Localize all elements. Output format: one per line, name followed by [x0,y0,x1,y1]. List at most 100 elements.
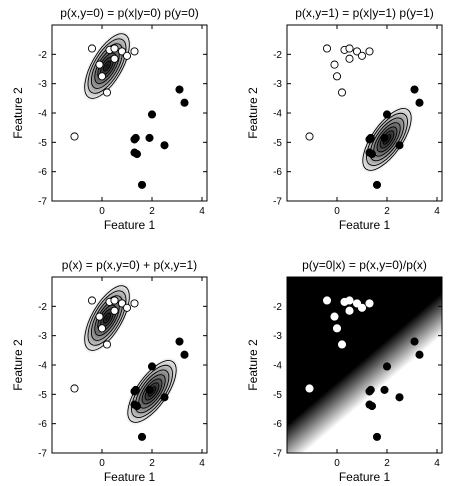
class0-point [345,44,354,53]
class0-point [117,299,127,308]
class0-point [330,60,339,69]
class1-point [367,150,377,159]
x-tick-label: 0 [334,458,340,469]
class0-point [117,47,127,56]
x-axis-label: Feature 1 [339,218,391,232]
y-tick-label: -2 [38,50,47,61]
class1-point [145,385,154,394]
class0-point [130,47,139,56]
panel-1: 0 2 4 -2 -3 -4 -5 -6 -7 p(x,y=0) = p(x|y=0) p(y=0… [11,6,208,232]
class1-point [382,110,392,119]
class0-contour [90,43,124,89]
class0-contour [103,312,111,324]
x-tick-label: 2 [384,206,390,217]
class0-point [70,384,79,393]
class0-point [345,54,354,63]
y-tick-label: -3 [38,331,47,342]
chart-title: p(x,y=1) = p(x|y=1) p(y=1) [295,6,434,20]
y-tick-label: -5 [38,138,47,149]
y-tick-label: -7 [273,197,282,208]
class1-point [180,350,189,359]
posterior-shading [287,277,442,453]
class1-point [160,393,169,402]
class0-contour [90,295,124,341]
y-tick-label: -2 [273,50,282,61]
class1-point [147,362,157,371]
y-axis-label: Feature 2 [11,339,25,391]
x-tick-label: 0 [334,206,340,217]
class0-point [322,296,332,305]
class1-point [366,133,375,142]
class0-point [97,72,107,81]
class0-point [102,340,112,349]
class1-point [415,98,424,107]
x-tick-label: 2 [149,458,155,469]
chart-title: p(x,y=0) = p(x|y=0) p(y=0) [60,6,199,20]
y-tick-label: -2 [273,302,282,313]
class1-point [132,150,142,159]
class0-point [97,324,107,333]
x-tick-label: 2 [384,458,390,469]
x-tick-label: 4 [434,206,440,217]
class0-point [70,132,79,141]
class1-point [137,432,147,441]
class1-point [175,337,184,346]
y-axis-label: Feature 2 [246,87,260,139]
y-tick-label: -5 [273,138,282,149]
x-tick-label: 0 [99,458,105,469]
x-tick-label: 0 [99,206,105,217]
class0-point [122,303,132,312]
y-tick-label: -6 [38,419,47,430]
class0-point [110,44,119,53]
class0-point [322,44,332,53]
class1-point [160,141,169,150]
y-axis-label: Feature 2 [11,87,25,139]
class0-point [305,384,314,393]
class0-point [305,132,314,141]
class1-point [372,180,382,189]
panel-4: 0 2 4 -2 -3 -4 -5 -6 -7 p(y=0|x) = p(x,y=0)/p(x) F… [246,258,443,484]
class0-point [110,54,119,63]
class1-point [145,133,154,142]
class0-point [87,44,97,53]
density-background [287,277,442,453]
class1-point [410,337,419,346]
class0-point [337,88,347,97]
class0-contour [84,285,130,351]
y-tick-label: -4 [273,109,282,120]
class0-point [332,324,342,333]
x-axis-label: Feature 1 [104,218,156,232]
y-tick-label: -2 [38,302,47,313]
class1-point [380,385,389,394]
class1-point [395,393,404,402]
y-tick-label: -3 [273,331,282,342]
x-tick-label: 2 [149,206,155,217]
class0-point [330,312,339,321]
y-tick-label: -5 [38,390,47,401]
class0-point [122,51,132,60]
y-tick-label: -4 [38,361,47,372]
class1-point [380,133,389,142]
class1-point [175,85,184,94]
class0-point [345,296,354,305]
class0-point [365,299,374,308]
class1-point [395,141,404,150]
y-tick-label: -3 [273,79,282,90]
panel-2: 0 2 4 -2 -3 -4 -5 -6 -7 p(x,y=1) = p(x|y=1) p(y=1… [246,6,443,232]
y-tick-label: -5 [273,390,282,401]
class0-contour [84,33,130,99]
y-tick-label: -7 [38,449,47,460]
x-axis-label: Feature 1 [339,470,391,484]
x-tick-label: 4 [434,458,440,469]
class1-point [132,402,142,411]
class1-point [137,180,147,189]
class0-point [95,312,104,321]
class0-point [352,299,362,308]
y-tick-label: -4 [38,109,47,120]
class1-point [415,350,424,359]
class0-point [130,299,139,308]
class0-point [332,72,342,81]
class1-point [180,98,189,107]
class1-point [367,402,377,411]
